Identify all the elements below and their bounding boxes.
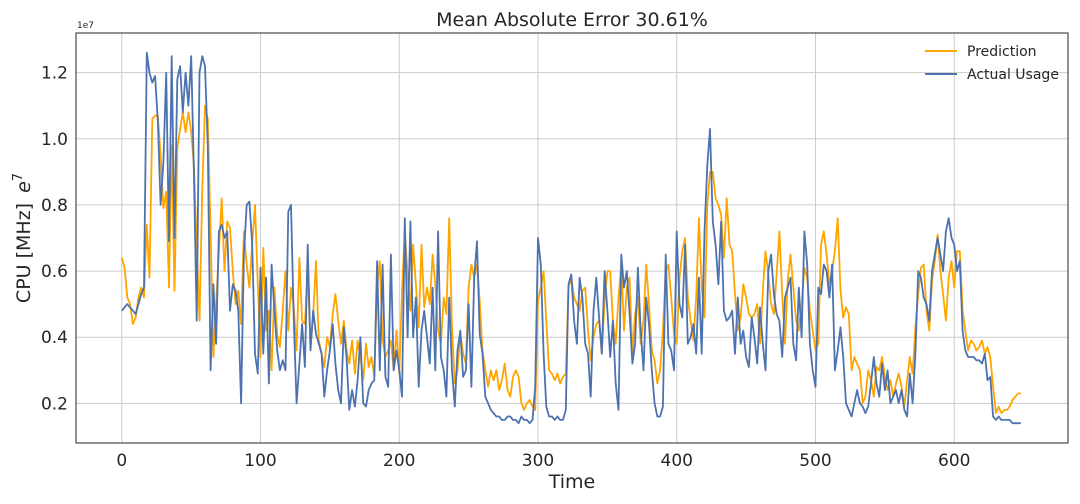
- y-tick-label: 0.8: [41, 196, 68, 216]
- series-line-actual-usage: [121, 51, 1021, 425]
- x-axis-label: Time: [548, 471, 596, 493]
- y-tick-label: 0.6: [41, 262, 68, 282]
- y-axis-label-exponent-power: 7: [11, 173, 26, 181]
- y-axis-ticks: 0.2 0.4 0.6 0.8 1.0 1.2: [41, 64, 68, 415]
- y-axis-label-text: CPU [MHz]: [13, 203, 35, 303]
- y-axis-label-exponent-base: e: [13, 181, 35, 193]
- series-layer: [120, 51, 1021, 425]
- legend-label: Prediction: [967, 44, 1037, 60]
- x-tick-label: 200: [383, 451, 415, 471]
- x-tick-label: 300: [522, 451, 554, 471]
- x-tick-label: 400: [661, 451, 693, 471]
- legend: Prediction Actual Usage: [925, 44, 1059, 83]
- y-axis-offset-text: 1e7: [77, 21, 94, 31]
- y-tick-label: 0.2: [41, 394, 68, 414]
- y-axis-label: CPU [MHz] e7: [11, 173, 35, 303]
- y-tick-label: 1.0: [41, 130, 68, 150]
- x-tick-label: 100: [244, 451, 276, 471]
- x-tick-label: 600: [938, 451, 970, 471]
- x-tick-label: 500: [799, 451, 831, 471]
- y-tick-label: 0.4: [41, 328, 68, 348]
- legend-label: Actual Usage: [967, 67, 1059, 83]
- chart-title: Mean Absolute Error 30.61%: [436, 9, 708, 31]
- x-axis-ticks: 0 100 200 300 400 500 600: [116, 451, 970, 471]
- x-tick-label: 0: [116, 451, 127, 471]
- plot-frame: [75, 32, 1069, 444]
- y-tick-label: 1.2: [41, 64, 68, 84]
